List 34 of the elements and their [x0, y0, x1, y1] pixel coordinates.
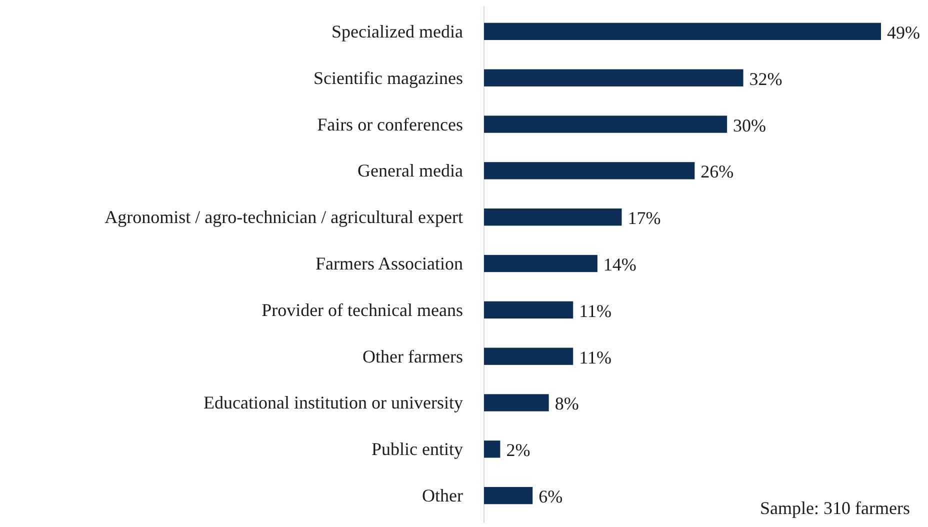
bar	[484, 440, 500, 458]
bar	[484, 116, 728, 133]
data-label: 14%	[603, 254, 636, 274]
bar	[484, 22, 881, 40]
data-label: 6%	[538, 486, 563, 507]
bar	[484, 348, 574, 365]
y-tick-label: Public entity	[372, 439, 463, 460]
annotation: Sample: 310 farmers	[760, 498, 910, 518]
data-label: 2%	[506, 440, 530, 460]
data-label: 32%	[749, 68, 782, 89]
bar	[484, 486, 533, 504]
y-tick-label: General media	[358, 160, 463, 181]
data-label: 30%	[733, 115, 766, 136]
data-label: 17%	[628, 208, 661, 228]
data-label: 49%	[887, 22, 920, 42]
data-label: 8%	[554, 394, 579, 414]
y-tick-label: Specialized media	[332, 21, 463, 42]
bar	[484, 162, 695, 180]
data-label: 11%	[579, 347, 612, 368]
bar	[484, 208, 622, 226]
y-tick-label: Educational institution or university	[204, 392, 463, 413]
y-tick-label: Fairs or conferences	[317, 114, 463, 134]
y-tick-label: Farmers Association	[316, 254, 463, 274]
y-tick-label: Provider of technical means	[262, 300, 463, 320]
y-tick-label: Other farmers	[362, 346, 463, 366]
y-tick-label: Scientific magazines	[314, 68, 463, 88]
y-tick-label: Other	[422, 486, 464, 506]
data-label: 11%	[579, 300, 612, 321]
bar	[484, 69, 744, 86]
bar	[484, 394, 549, 412]
data-label: 26%	[700, 162, 734, 182]
bar	[484, 254, 598, 272]
bar	[484, 301, 574, 318]
y-tick-label: Agronomist / agro-technician / agricultural expert	[104, 207, 463, 228]
